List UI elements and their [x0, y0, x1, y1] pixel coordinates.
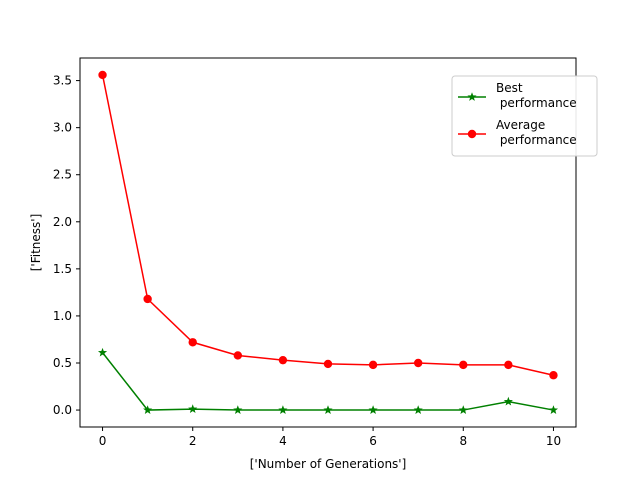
y-tick-label: 1.5: [53, 262, 72, 276]
x-tick-label: 2: [189, 434, 197, 448]
y-tick-label: 2.0: [53, 215, 72, 229]
legend-label: Average performance: [496, 118, 577, 147]
data-point: [233, 351, 243, 360]
series-0: [97, 347, 559, 414]
data-point: [278, 405, 288, 414]
data-point: [503, 396, 513, 406]
data-point: [143, 294, 152, 304]
y-axis-label: ['Fitness']: [29, 214, 43, 272]
data-point: [98, 70, 107, 80]
x-axis-label: ['Number of Generations']: [250, 457, 407, 471]
plot-frame: [79, 57, 577, 428]
data-point: [458, 405, 468, 414]
x-tick-label: 10: [546, 434, 561, 448]
plot-area: [97, 70, 559, 414]
data-point: [143, 405, 153, 414]
y-tick-label: 3.5: [53, 74, 72, 88]
y-tick-label: 0.5: [53, 356, 72, 370]
legend-box: [451, 75, 598, 157]
data-point: [278, 355, 288, 365]
data-point: [504, 360, 513, 370]
legend-label: Best performance: [496, 81, 577, 110]
y-axis: 0.0 0.5 1.0 1.5 2.0 2.5 3.0 3.5: [53, 74, 80, 417]
data-point: [413, 405, 423, 414]
data-point: [368, 405, 378, 414]
y-tick-label: 2.5: [53, 168, 72, 182]
data-point: [413, 358, 423, 368]
data-point: [549, 371, 558, 380]
x-axis: 0 2 4 6 8 10: [99, 427, 561, 448]
x-tick-label: 8: [459, 434, 467, 448]
y-tick-label: 1.0: [53, 309, 72, 323]
data-point: [548, 405, 559, 414]
data-point: [368, 360, 378, 370]
x-tick-label: 0: [99, 434, 107, 448]
data-point: [97, 347, 108, 357]
y-tick-label: 3.0: [53, 121, 72, 135]
data-point: [323, 359, 333, 369]
data-point: [323, 405, 333, 414]
legend-marker: [467, 129, 477, 139]
data-point: [459, 360, 468, 370]
x-tick-label: 6: [369, 434, 377, 448]
legend-marker: [467, 92, 477, 101]
y-tick-label: 0.0: [53, 403, 72, 417]
data-point: [233, 405, 243, 414]
legend: Best performance Average performance: [451, 75, 598, 157]
data-point: [188, 404, 198, 413]
series-1: [98, 70, 558, 380]
x-tick-label: 4: [279, 434, 287, 448]
data-point: [188, 338, 197, 347]
